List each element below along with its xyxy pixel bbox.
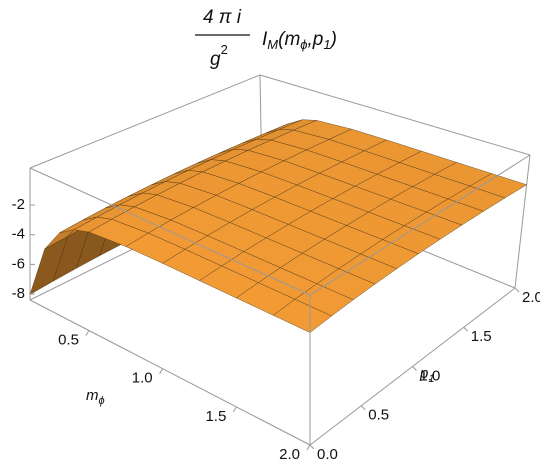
box-edge	[29, 74, 261, 169]
title-open: (m	[278, 29, 300, 50]
title-function-sub: M	[267, 37, 278, 52]
y-tick-label: 0.0	[317, 446, 338, 463]
title-function: IM(mϕ,p1)	[262, 29, 337, 52]
y-tick-label: 2.0	[522, 289, 540, 306]
y-tick	[463, 326, 469, 332]
title-arg1-sub: ϕ	[300, 37, 307, 52]
z-tick-label: -6	[12, 255, 25, 272]
title-denominator-sup: 2	[221, 42, 228, 57]
box-edge	[514, 154, 531, 289]
x-tick	[159, 368, 164, 374]
title-sep: ,p	[308, 29, 324, 50]
title-denominator-base: g	[210, 49, 221, 70]
box-edge	[29, 167, 311, 296]
title-denominator: g2	[210, 42, 228, 70]
x-axis-label-base: m	[86, 387, 99, 404]
x-tick	[85, 330, 90, 336]
surface-patch	[272, 299, 333, 333]
x-tick-label: 0.5	[58, 331, 79, 348]
box-edge	[259, 74, 531, 156]
y-tick-label: 1.0	[420, 367, 441, 384]
x-tick-label: 1.0	[132, 370, 153, 387]
z-tick-label: -8	[12, 285, 25, 302]
title-function-name: I	[262, 29, 268, 50]
z-tick-label: -2	[12, 196, 25, 213]
box-edge	[309, 154, 531, 296]
y-tick-label: 1.5	[471, 328, 492, 345]
x-tick-label: 2.0	[279, 446, 300, 463]
y-tick	[412, 366, 417, 371]
title-arg2-sub: 1	[323, 37, 330, 52]
box-edge	[29, 299, 311, 446]
y-tick	[309, 444, 315, 450]
y-tick	[360, 405, 366, 411]
x-axis-label-sub: ϕ	[99, 395, 105, 407]
x-tick-label: 1.5	[205, 408, 226, 425]
title-close: )	[329, 29, 337, 50]
y-axis-label-base: p	[419, 365, 428, 382]
x-tick	[232, 406, 237, 413]
x-axis-label: mϕ	[86, 387, 105, 407]
x-tick	[306, 444, 311, 451]
y-axis-label-sub: 1	[428, 373, 434, 385]
title-numerator: 4 π i	[203, 7, 242, 28]
y-tick-label: 0.5	[368, 407, 389, 424]
y-tick	[514, 287, 520, 293]
y-axis-label: p1	[419, 365, 434, 385]
z-tick-label: -4	[12, 226, 25, 243]
